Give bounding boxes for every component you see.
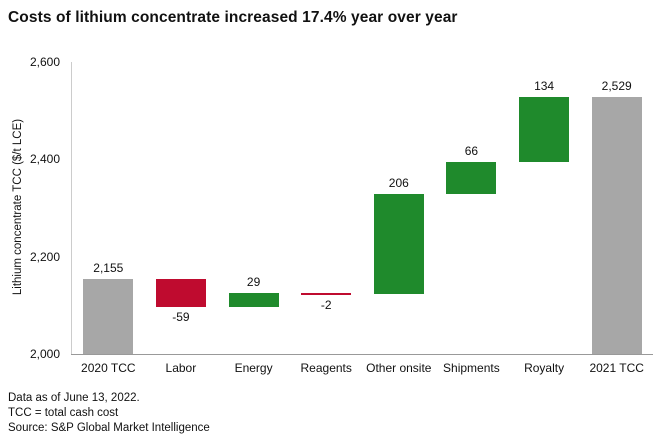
x-axis-category-label: 2021 TCC <box>589 361 644 375</box>
chart-title: Costs of lithium concentrate increased 1… <box>8 9 458 26</box>
y-axis-line <box>71 62 72 354</box>
bar-value-label: 66 <box>464 143 479 158</box>
bar-value-label: 134 <box>534 78 555 93</box>
bar-value-label: 206 <box>388 175 409 190</box>
x-axis-category-label: Labor <box>165 361 197 375</box>
chart-footnotes: Data as of June 13, 2022. TCC = total ca… <box>8 391 210 436</box>
x-axis-category-label: 2020 TCC <box>81 361 136 375</box>
bar-value-label: 2,529 <box>601 78 632 93</box>
waterfall-bar <box>373 193 424 295</box>
x-axis-category-label: Royalty <box>524 361 565 375</box>
x-axis-category-label: Reagents <box>300 361 352 375</box>
bar-value-label: 2,155 <box>93 260 124 275</box>
waterfall-bar <box>228 293 279 308</box>
y-axis-tick-label: 2,200 <box>29 249 60 264</box>
x-axis-category-label: Energy <box>234 361 273 375</box>
y-axis-tick-label: 2,600 <box>29 55 60 69</box>
bar-value-label: 29 <box>246 275 261 290</box>
footnote-tcc-definition: TCC = total cash cost <box>8 407 119 419</box>
bar-value-label: -2 <box>320 298 332 313</box>
waterfall-bar <box>83 278 134 354</box>
waterfall-bar <box>155 278 206 308</box>
waterfall-bar <box>519 96 570 162</box>
waterfall-bar <box>301 293 352 296</box>
footnote-data-as-of: Data as of June 13, 2022. <box>8 392 140 404</box>
bar-value-label: -59 <box>172 310 190 325</box>
y-axis-tick-label: 2,000 <box>29 347 60 361</box>
waterfall-bar <box>446 161 497 194</box>
x-axis-category-label: Other onsite <box>366 361 432 375</box>
y-axis-label: Lithium concentrate TCC ($/t LCE) <box>12 118 24 296</box>
footnote-source: Source: S&P Global Market Intelligence <box>8 422 210 434</box>
waterfall-bar <box>591 96 642 354</box>
x-axis-baseline <box>71 354 653 355</box>
y-axis-tick-label: 2,400 <box>29 152 60 167</box>
x-axis-category-label: Shipments <box>443 361 500 375</box>
